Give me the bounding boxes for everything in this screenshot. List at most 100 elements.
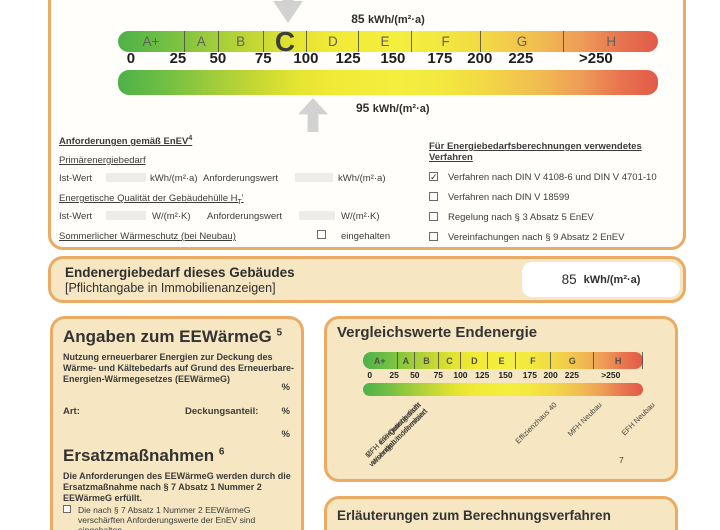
class-letter: A+: [142, 34, 160, 49]
class-cell-g: G: [481, 31, 565, 52]
method-item: Verfahren nach DIN V 18599: [429, 192, 687, 203]
anforderungswert-value-field-1[interactable]: [295, 173, 333, 182]
eewaermeg-title-text: Angaben zum EEWärmeG: [63, 327, 272, 346]
cmp-tick-label: 75: [433, 370, 444, 380]
method-checkbox-din4108[interactable]: ✓: [429, 172, 438, 182]
unit-w-2: W/(m²·K): [341, 211, 380, 222]
comparison-gradient-bar: [363, 383, 643, 396]
cmp-cell: H: [594, 352, 643, 369]
cmp-tick-label: >250: [601, 370, 621, 380]
envelope-quality-sub: T: [237, 198, 242, 206]
comparison-section: Vergleichswerte Endenergie A+ A B C D E …: [324, 316, 678, 482]
unit-kwh-1: kWh/(m²·a): [150, 173, 198, 184]
cmp-class-letter: B: [423, 355, 430, 366]
method-label: Regelung nach § 3 Absatz 5 EnEV: [448, 212, 594, 223]
footnote-5: 5: [276, 327, 283, 339]
erlaeuterungen-title: Erläuterungen zum Berechnungsverfahren: [337, 508, 611, 523]
end-energy-unit: kWh/(m²·a): [367, 14, 425, 26]
summer-heat-checkbox[interactable]: [317, 230, 326, 239]
class-cell-h: H: [564, 31, 658, 52]
cmp-tick-label: 200: [543, 370, 558, 380]
cmp-tick-label: 25: [389, 370, 399, 380]
percent-sign-1: %: [281, 382, 290, 393]
envelope-quality-prime: ': [241, 193, 244, 204]
comparison-class-band: A+ A B C D E F G H: [363, 352, 643, 369]
primary-energy-unit: kWh/(m²·a): [372, 103, 430, 115]
ist-wert-value-field-2[interactable]: [106, 211, 146, 220]
anforderungswert-value-field-2[interactable]: [299, 211, 335, 220]
summer-heat-row-label: Sommerlicher Wärmeschutz (bei Neubau): [59, 231, 236, 242]
footnote-4: 4: [188, 135, 193, 142]
cmp-cell: F: [516, 352, 552, 369]
cmp-ref-efh-nicht-modernisiert: EFH energetisch nicht wesentlich moderni…: [364, 400, 429, 469]
percent-sign-3: %: [281, 429, 290, 440]
end-energy-banner: Endenergiebedarf dieses Gebäudes [Pflich…: [48, 256, 686, 303]
class-cell-aplus: A+: [118, 31, 185, 52]
calculation-methods: Für Energiebedarfsberechnungen verwendet…: [429, 141, 687, 243]
tick-label: 150: [380, 50, 406, 67]
cmp-class-letter: G: [568, 355, 576, 366]
energy-scale-section: Endenergiebedarf dieses Gebäudes 85 kWh/…: [48, 0, 686, 250]
class-letter: A: [196, 34, 206, 49]
class-letter: F: [441, 34, 450, 49]
cmp-class-letter: E: [498, 355, 505, 366]
cmp-tick-label: 150: [498, 370, 513, 380]
method-label: Vereinfachungen nach § 9 Absatz 2 EnEV: [448, 232, 625, 243]
method-checkbox-par9[interactable]: [429, 232, 438, 241]
cmp-tick-label: 125: [475, 370, 490, 380]
primary-energy-arrow-up-icon: [298, 98, 328, 132]
cmp-class-letter: D: [471, 355, 478, 366]
cmp-tick-label: 50: [410, 370, 420, 380]
unit-w-1: W/(m²·K): [152, 211, 191, 222]
class-cell-f: F: [412, 31, 481, 52]
method-item: Vereinfachungen nach § 9 Absatz 2 EnEV: [429, 232, 687, 243]
class-cell-d: D: [307, 31, 360, 52]
method-checkbox-din18599[interactable]: [429, 192, 438, 201]
class-cell-a: A: [185, 31, 219, 52]
ist-wert-value-field-1[interactable]: [106, 173, 146, 182]
ist-wert-label-2: Ist-Wert: [59, 211, 93, 222]
eewaermeg-title: Angaben zum EEWärmeG 5: [63, 327, 282, 347]
primary-energy-row-label: Primärenergiebedarf: [59, 155, 146, 166]
ersatzmassnahmen-title-text: Ersatzmaßnahmen: [63, 446, 215, 465]
end-energy-arrow-down-icon: [273, 0, 303, 23]
method-item: Regelung nach § 3 Absatz 5 EnEV: [429, 212, 687, 223]
cmp-cell: G: [551, 352, 595, 369]
class-letter: E: [380, 34, 390, 49]
class-letter: H: [606, 34, 617, 49]
footnote-7: 7: [619, 455, 624, 465]
summer-heat-suffix: eingehalten: [341, 231, 391, 242]
banner-value: 85: [561, 272, 577, 287]
end-energy-value: 85 kWh/(m²·a): [303, 12, 473, 26]
cmp-class-letter: C: [446, 355, 453, 366]
tick-label: 175: [427, 50, 453, 67]
requirements-title: Anforderungen gemäß EnEV4: [59, 135, 192, 147]
energy-scale-ticks: 0 25 50 75 100 125 150 175 200 225 >250: [118, 50, 658, 68]
method-item: ✓ Verfahren nach DIN V 4108-6 und DIN V …: [429, 172, 687, 183]
percent-sign-2: %: [281, 406, 290, 417]
cmp-class-letter: A+: [373, 355, 386, 366]
comparison-title: Vergleichswerte Endenergie: [337, 324, 538, 341]
cmp-cell: D: [461, 352, 489, 369]
current-class-letter: C: [274, 25, 296, 57]
primary-energy-band: [118, 70, 658, 95]
ersatzmassnahmen-description: Die Anforderungen des EEWärmeG werden du…: [63, 471, 291, 503]
anforderungswert-label-1: Anforderungswert: [203, 173, 278, 184]
primary-energy-value: 95 kWh/(m²·a): [356, 101, 506, 115]
ersatz-checkbox[interactable]: [63, 505, 71, 513]
deckungsanteil-label: Deckungsanteil:: [185, 406, 259, 417]
cmp-tick-label: 225: [564, 370, 579, 380]
cmp-class-letter: H: [614, 355, 622, 366]
tick-label: >250: [578, 50, 613, 67]
requirements-title-text: Anforderungen gemäß EnEV: [59, 136, 189, 148]
tick-label: 225: [508, 50, 534, 67]
cmp-cell: A+: [363, 352, 398, 369]
method-label: Verfahren nach DIN V 18599: [448, 192, 570, 203]
energy-class-band: A+ A B C D E F G H: [118, 25, 658, 57]
method-checkbox-par3[interactable]: [429, 212, 438, 221]
class-cell-c-current: C: [264, 25, 308, 57]
tick-label: 125: [335, 50, 361, 67]
ist-wert-label-1: Ist-Wert: [59, 173, 93, 184]
tick-label: 100: [293, 50, 319, 67]
